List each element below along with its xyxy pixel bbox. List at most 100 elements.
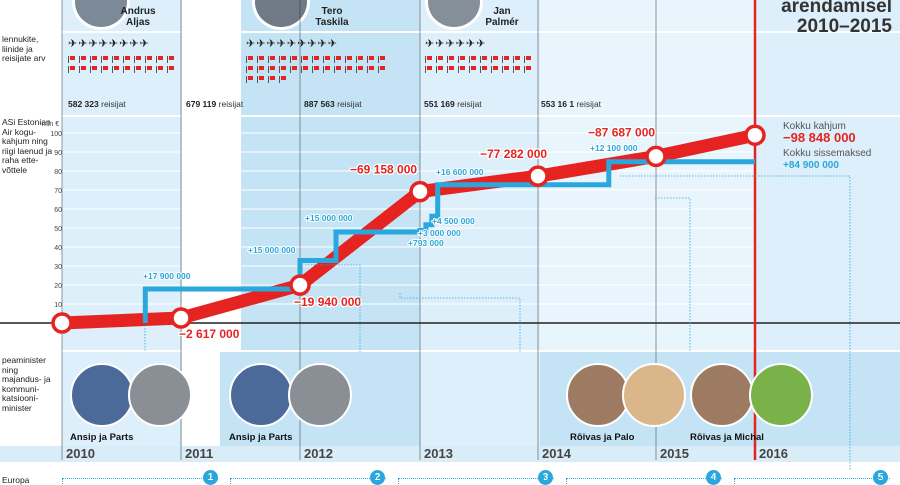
route-flag-icon (356, 56, 363, 63)
route-flag-icon (246, 76, 253, 83)
passenger-unit: reisijat (337, 99, 362, 109)
event-badge[interactable]: 1 (203, 470, 218, 485)
avatar (622, 363, 686, 427)
route-flag-icon (268, 56, 275, 63)
route-flag-icon (491, 66, 498, 73)
fleet-group: ✈✈✈✈✈✈ (425, 38, 535, 76)
route-flag-icon (167, 56, 174, 63)
passenger-count: 582 323 reisijat (68, 99, 126, 109)
passenger-unit: reisijat (457, 99, 482, 109)
ceo-last-name: Palmér (485, 17, 519, 28)
planes-row: ✈✈✈✈✈✈✈✈ (68, 38, 188, 51)
route-flag-icon (367, 66, 374, 73)
planes-row: ✈✈✈✈✈✈ (425, 38, 535, 51)
airplane-icon: ✈ (445, 38, 456, 50)
capital-total-value: +84 900 000 (783, 160, 839, 171)
route-flag-icon (345, 66, 352, 73)
route-flag-icon (502, 66, 509, 73)
route-flag-icon (268, 76, 275, 83)
route-flag-icon (134, 66, 141, 73)
route-flag-icon (257, 56, 264, 63)
chart-marks (51, 124, 766, 334)
y-tick-label: 10 (54, 302, 62, 309)
route-flag-icon (290, 66, 297, 73)
loss-point (645, 145, 667, 168)
airplane-icon: ✈ (455, 38, 466, 50)
route-flag-icon (268, 66, 275, 73)
avatar (566, 363, 630, 427)
route-flag-icon (513, 66, 520, 73)
airplane-icon: ✈ (307, 38, 318, 50)
ministers-row-label: peaminister ning majandus- ja kommuni-ka… (2, 355, 51, 413)
year-label: 2011 (185, 446, 214, 461)
passenger-value: 679 119 (186, 99, 217, 109)
route-flag-icon (68, 56, 75, 63)
passenger-unit: reisijat (101, 99, 126, 109)
year-label: 2012 (304, 446, 333, 461)
route-flag-icon (279, 76, 286, 83)
airplane-icon: ✈ (435, 38, 446, 50)
route-flag-icon (447, 56, 454, 63)
route-flag-icon (345, 56, 352, 63)
route-flag-icon (436, 66, 443, 73)
airplane-icon: ✈ (465, 38, 477, 50)
y-tick-label: 90 (54, 150, 62, 157)
route-flag-icon (447, 66, 454, 73)
loss-point (289, 274, 311, 296)
passenger-value: 553 16 1 (541, 99, 575, 109)
capital-value-label: +793 000 (408, 238, 444, 248)
capital-value-label: +12 100 000 (590, 143, 638, 153)
route-flag-icon (101, 66, 108, 73)
capital-value-label: +15 000 000 (305, 213, 353, 223)
event-badge[interactable]: 3 (538, 470, 553, 485)
capital-value-label: +17 900 000 (143, 271, 191, 281)
event-tab (734, 478, 890, 485)
loss-point (170, 307, 192, 329)
route-flag-icon (378, 66, 385, 73)
passenger-count: 887 563 reisijat (304, 99, 362, 109)
ceo-first-name: Tero (321, 6, 343, 17)
passenger-value: 551 169 (424, 99, 455, 109)
loss-total-value: −98 848 000 (783, 130, 856, 145)
passenger-count: 553 16 1 reisijat (541, 99, 601, 109)
year-label: 2016 (759, 446, 788, 461)
event-tab (62, 478, 218, 485)
route-flag-icon (90, 56, 97, 63)
y-tick-label: 20 (54, 283, 62, 290)
finance-row-label: ASi Estonian Air kogu-kahjum ning riigi … (2, 117, 53, 175)
airplane-icon: ✈ (98, 38, 109, 50)
ministers-pair-label: Rõivas ja Palo (570, 432, 635, 443)
event-badge[interactable]: 5 (873, 470, 888, 485)
loss-value-label: −77 282 000 (480, 147, 547, 161)
route-flag-icon (246, 56, 253, 63)
row-divider (0, 31, 900, 33)
page-title: arendamisel 2010–2015 (781, 0, 892, 37)
event-badge[interactable]: 4 (706, 470, 721, 485)
event-tab (398, 478, 554, 485)
route-flag-icon (68, 66, 75, 73)
routes-flags (425, 56, 535, 76)
route-flag-icon (480, 66, 487, 73)
airplane-icon: ✈ (317, 38, 328, 50)
ministers-pair-label: Ansip ja Parts (229, 432, 293, 443)
route-flag-icon (279, 66, 286, 73)
y-tick-label: 50 (54, 226, 62, 233)
route-flag-icon (156, 56, 163, 63)
y-tick-label: 30 (54, 264, 62, 271)
passenger-value: 887 563 (304, 99, 335, 109)
route-flag-icon (246, 66, 253, 73)
capital-value-label: +16 600 000 (436, 167, 484, 177)
airplane-icon: ✈ (246, 38, 257, 50)
route-flag-icon (257, 66, 264, 73)
loss-value-label: −19 940 000 (294, 295, 361, 309)
ceo-last-name: Aljas (126, 17, 150, 28)
route-flag-icon (458, 56, 465, 63)
route-flag-icon (469, 66, 476, 73)
event-leader-line (655, 197, 691, 352)
event-badge[interactable]: 2 (370, 470, 385, 485)
y-axis-label: mln € (42, 121, 59, 128)
route-flag-icon (134, 56, 141, 63)
avatar (229, 363, 293, 427)
